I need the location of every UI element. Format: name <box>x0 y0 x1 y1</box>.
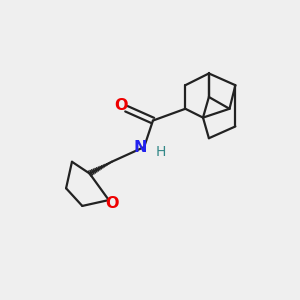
Text: H: H <box>155 146 166 159</box>
Text: N: N <box>134 140 147 155</box>
Text: O: O <box>106 196 119 211</box>
Text: O: O <box>114 98 127 113</box>
